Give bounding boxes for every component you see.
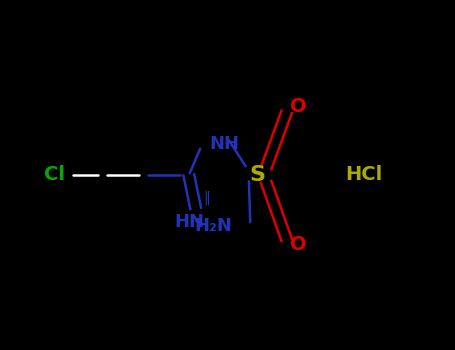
Text: NH: NH [209, 135, 239, 153]
Text: O: O [290, 236, 306, 254]
Text: ‖: ‖ [203, 190, 211, 205]
Text: S: S [249, 165, 265, 185]
Text: Cl: Cl [44, 166, 65, 184]
Text: HCl: HCl [345, 166, 383, 184]
Text: O: O [290, 97, 306, 116]
Text: HN: HN [175, 213, 205, 231]
Text: H₂N: H₂N [194, 217, 232, 235]
